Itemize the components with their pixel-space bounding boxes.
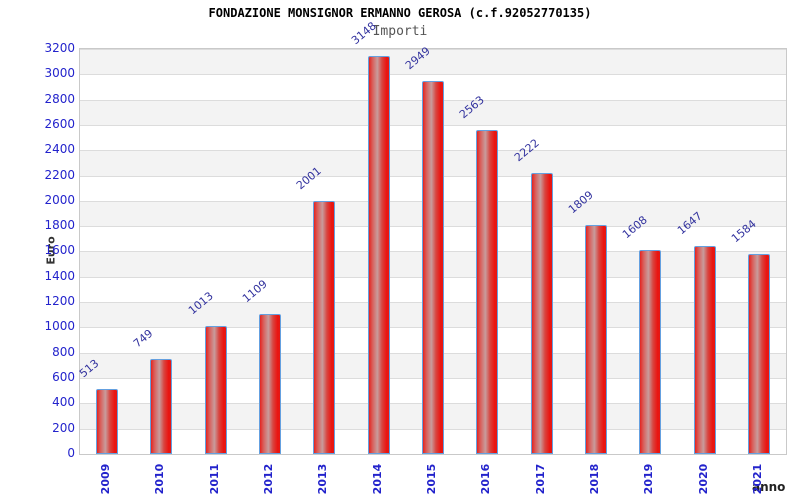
x-tick-label: 2012 [262, 463, 276, 495]
bar [313, 201, 335, 454]
y-tick-label: 2200 [44, 168, 75, 182]
x-tick-label: 2017 [533, 463, 547, 495]
bar [368, 56, 390, 454]
y-tick-label: 2400 [44, 142, 75, 156]
x-tick-label: 2010 [153, 463, 167, 495]
x-tick-label: 2013 [316, 463, 330, 495]
bar [205, 326, 227, 454]
bar-value-label: 749 [131, 326, 156, 351]
x-tick-label: 2009 [99, 463, 113, 495]
x-tick-label: 2021 [750, 463, 764, 495]
bar [531, 173, 553, 454]
y-tick-label: 3200 [44, 41, 75, 55]
bar [694, 246, 716, 454]
y-tick-label: 2600 [44, 117, 75, 131]
y-tick-label: 3000 [44, 66, 75, 80]
y-tick-label: 1000 [44, 319, 75, 333]
y-tick-label: 1200 [44, 294, 75, 308]
y-tick-label: 200 [52, 421, 75, 435]
y-tick-label: 2000 [44, 193, 75, 207]
bar [259, 314, 281, 454]
grid-line [80, 74, 786, 75]
chart-subtitle: Importi [372, 24, 428, 39]
x-tick-label: 2020 [696, 463, 710, 495]
bar [748, 254, 770, 454]
x-tick-label: 2016 [479, 463, 493, 495]
x-tick-label: 2011 [207, 463, 221, 495]
y-tick-label: 0 [67, 446, 75, 460]
x-tick-label: 2019 [642, 463, 656, 495]
y-tick-label: 1800 [44, 218, 75, 232]
bar [150, 359, 172, 454]
bar [96, 389, 118, 454]
chart-title: FONDAZIONE MONSIGNOR ERMANNO GEROSA (c.f… [208, 6, 592, 20]
grid-line [80, 49, 786, 50]
plot-area: 513 749 1013 1109 2001 3148 2949 2563 2222 1809 16… [77, 19, 787, 455]
bar [639, 250, 661, 454]
bar [585, 225, 607, 454]
grid-band [80, 49, 786, 74]
x-tick-label: 2018 [587, 463, 601, 495]
y-tick-label: 600 [52, 370, 75, 384]
bar [476, 130, 498, 454]
x-tick-label: 2014 [370, 463, 384, 495]
y-tick-label: 800 [52, 345, 75, 359]
y-tick-label: 2800 [44, 92, 75, 106]
x-tick-label: 2015 [425, 463, 438, 495]
y-tick-label: 400 [52, 395, 75, 409]
y-tick-label: 1600 [44, 243, 75, 257]
bar [422, 81, 444, 454]
x-axis-label: anno [752, 480, 786, 494]
y-tick-label: 1400 [44, 269, 75, 283]
